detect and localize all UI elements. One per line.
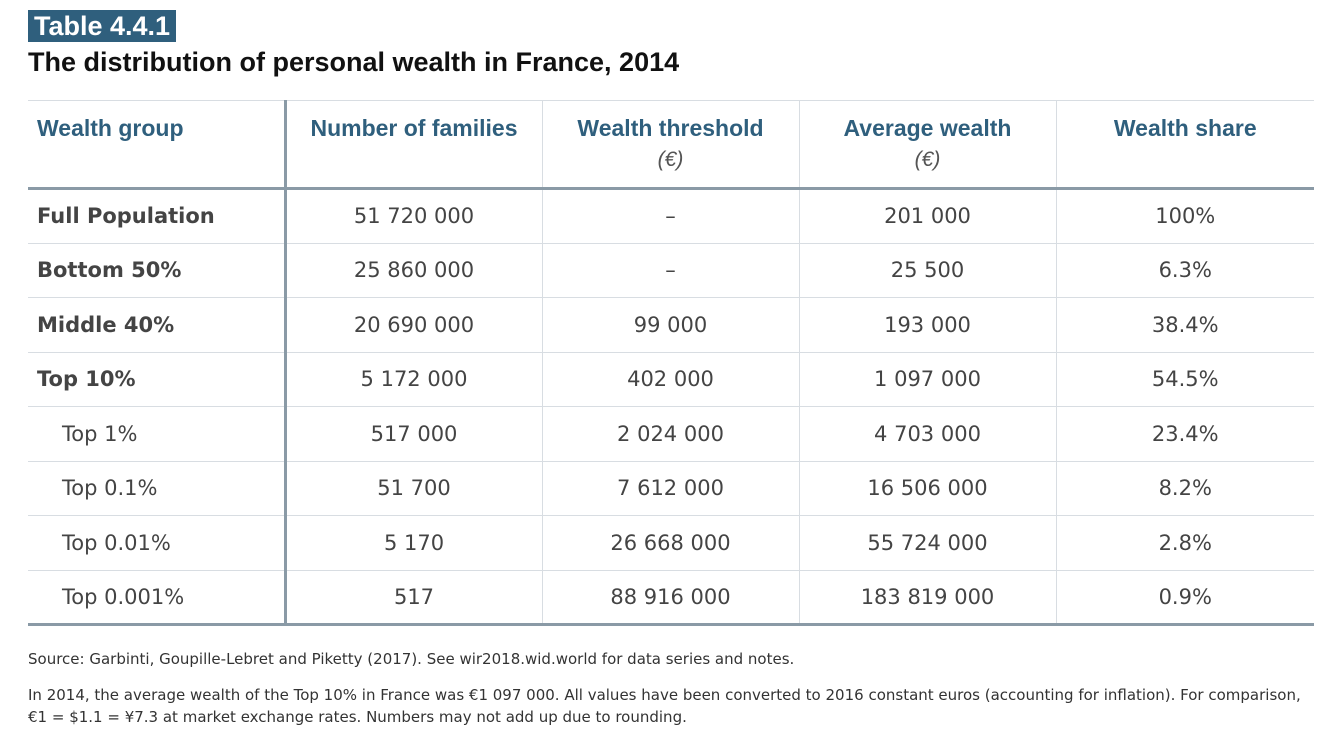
- cell-threshold: 99 000: [542, 297, 800, 353]
- cell-average: 183 819 000: [799, 570, 1057, 626]
- table-row: Top 0.01% 5 170 26 668 000 55 724 000 2.…: [28, 515, 1314, 571]
- cell-families: 20 690 000: [285, 297, 543, 353]
- col-header-average-wealth: Average wealth (€): [799, 100, 1057, 190]
- cell-threshold: 88 916 000: [542, 570, 800, 626]
- table-row: Top 0.001% 517 88 916 000 183 819 000 0.…: [28, 570, 1314, 626]
- table-title: The distribution of personal wealth in F…: [28, 47, 680, 77]
- cell-share: 6.3%: [1056, 243, 1314, 298]
- table-row: Middle 40% 20 690 000 99 000 193 000 38.…: [28, 297, 1314, 353]
- row-group-label: Top 10%: [28, 352, 287, 407]
- row-group-label: Full Population: [28, 188, 287, 244]
- cell-threshold: –: [542, 243, 800, 298]
- cell-threshold: 7 612 000: [542, 461, 800, 516]
- table-number-badge: Table 4.4.1: [28, 10, 177, 42]
- cell-families: 517 000: [285, 406, 543, 462]
- explanatory-note: In 2014, the average wealth of the Top 1…: [28, 686, 1301, 726]
- cell-average: 25 500: [799, 243, 1057, 298]
- table-row: Top 1% 517 000 2 024 000 4 703 000 23.4%: [28, 406, 1314, 462]
- cell-threshold: 26 668 000: [542, 515, 800, 571]
- wealth-distribution-table: Wealth group Number of families Wealth t…: [28, 100, 1314, 626]
- cell-average: 55 724 000: [799, 515, 1057, 571]
- cell-share: 100%: [1056, 188, 1314, 244]
- unit-label: (€): [657, 148, 684, 171]
- cell-families: 5 170: [285, 515, 543, 571]
- cell-share: 8.2%: [1056, 461, 1314, 516]
- cell-share: 38.4%: [1056, 297, 1314, 353]
- cell-families: 51 700: [285, 461, 543, 516]
- header-row: Wealth group Number of families Wealth t…: [28, 100, 1314, 190]
- col-header-wealth-group: Wealth group: [28, 100, 287, 190]
- cell-average: 16 506 000: [799, 461, 1057, 516]
- table-row: Bottom 50% 25 860 000 – 25 500 6.3%: [28, 243, 1314, 298]
- cell-threshold: 2 024 000: [542, 406, 800, 462]
- cell-average: 201 000: [799, 188, 1057, 244]
- row-group-label: Top 1%: [28, 406, 287, 462]
- row-group-label: Top 0.01%: [28, 515, 287, 571]
- unit-label: (€): [914, 148, 941, 171]
- table-row: Top 0.1% 51 700 7 612 000 16 506 000 8.2…: [28, 461, 1314, 516]
- row-group-label: Top 0.001%: [28, 570, 287, 626]
- table-row: Top 10% 5 172 000 402 000 1 097 000 54.5…: [28, 352, 1314, 407]
- row-group-label: Bottom 50%: [28, 243, 287, 298]
- cell-threshold: –: [542, 188, 800, 244]
- cell-share: 0.9%: [1056, 570, 1314, 626]
- row-group-label: Top 0.1%: [28, 461, 287, 516]
- cell-families: 25 860 000: [285, 243, 543, 298]
- cell-families: 51 720 000: [285, 188, 543, 244]
- cell-families: 5 172 000: [285, 352, 543, 407]
- col-header-wealth-threshold: Wealth threshold (€): [542, 100, 800, 190]
- cell-share: 54.5%: [1056, 352, 1314, 407]
- table-row: Full Population 51 720 000 – 201 000 100…: [28, 188, 1314, 244]
- cell-share: 23.4%: [1056, 406, 1314, 462]
- cell-average: 4 703 000: [799, 406, 1057, 462]
- cell-threshold: 402 000: [542, 352, 800, 407]
- col-header-wealth-share: Wealth share: [1056, 100, 1314, 190]
- source-note: Source: Garbinti, Goupille-Lebret and Pi…: [28, 650, 795, 668]
- col-header-number-of-families: Number of families: [285, 100, 543, 190]
- row-group-label: Middle 40%: [28, 297, 287, 353]
- cell-families: 517: [285, 570, 543, 626]
- cell-share: 2.8%: [1056, 515, 1314, 571]
- cell-average: 1 097 000: [799, 352, 1057, 407]
- cell-average: 193 000: [799, 297, 1057, 353]
